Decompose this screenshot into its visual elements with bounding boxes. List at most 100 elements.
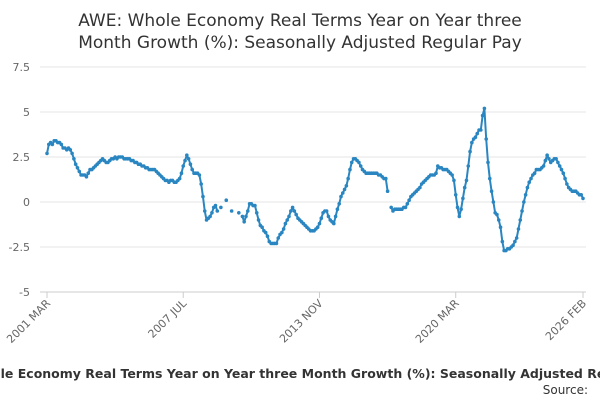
point [532, 171, 537, 175]
point [357, 160, 361, 165]
point [202, 209, 207, 213]
point [181, 164, 186, 168]
point [565, 182, 569, 186]
point [70, 151, 74, 156]
point [326, 214, 331, 219]
point [543, 158, 548, 163]
point [73, 162, 78, 166]
point [219, 205, 223, 210]
point [529, 176, 533, 181]
point [461, 196, 465, 201]
point [254, 211, 259, 215]
point [545, 153, 549, 157]
point [344, 184, 349, 188]
point [470, 140, 474, 145]
point [557, 164, 562, 168]
point [349, 160, 354, 165]
point [418, 185, 422, 190]
point [229, 209, 234, 213]
point [348, 167, 352, 172]
point [482, 106, 487, 111]
point [541, 164, 546, 168]
point [324, 209, 329, 213]
point [547, 157, 551, 161]
y-tick-label: 0 [23, 196, 30, 209]
x-tick-label: 2007 JUL [146, 296, 190, 340]
point [579, 193, 584, 197]
point [513, 239, 517, 244]
point [68, 148, 73, 152]
point [459, 207, 463, 211]
point [332, 221, 336, 226]
point [265, 234, 270, 238]
point [276, 236, 281, 240]
point [522, 200, 526, 204]
point [244, 214, 248, 219]
y-tick-label: -2.5 [9, 241, 30, 254]
point [290, 205, 295, 210]
point [177, 176, 182, 181]
point [457, 214, 462, 219]
point [256, 218, 261, 222]
point [462, 185, 467, 190]
point [484, 137, 488, 141]
point [253, 203, 257, 208]
point [224, 198, 229, 202]
point [283, 221, 288, 226]
point [473, 135, 478, 139]
point [523, 193, 528, 197]
point [487, 176, 492, 181]
point [434, 171, 438, 175]
point [50, 142, 55, 147]
point [185, 153, 189, 157]
y-tick-label: 7.5 [13, 61, 31, 74]
point [315, 225, 320, 229]
point [280, 230, 284, 235]
point [75, 166, 80, 170]
point [559, 167, 564, 172]
point [45, 151, 49, 156]
point [407, 198, 411, 202]
point [342, 187, 347, 192]
point [237, 211, 241, 215]
chart-title: Month Growth (%): Seasonally Adjusted Re… [78, 33, 522, 53]
point [201, 194, 205, 199]
point [405, 202, 410, 206]
chart-title: AWE: Whole Economy Real Terms Year on Ye… [78, 11, 522, 31]
point [84, 175, 89, 179]
point [292, 209, 297, 213]
point [561, 171, 566, 175]
point [242, 220, 246, 224]
point [333, 214, 338, 219]
point [453, 193, 458, 197]
point [581, 196, 585, 201]
point [489, 189, 494, 193]
point [385, 189, 390, 193]
point [208, 214, 212, 219]
point [455, 205, 460, 210]
point [358, 164, 363, 168]
point [556, 160, 560, 165]
point [285, 218, 290, 222]
point [452, 178, 456, 183]
point [294, 212, 298, 217]
point [389, 205, 393, 210]
point [520, 209, 524, 213]
point [464, 178, 469, 183]
point [496, 218, 501, 222]
point [340, 191, 345, 195]
point [335, 207, 340, 211]
point [486, 160, 490, 165]
point [287, 214, 291, 219]
y-tick-label: 5 [23, 106, 30, 119]
x-tick-label: 2013 NOV [277, 297, 326, 346]
point [215, 209, 220, 213]
point [317, 221, 322, 226]
point [479, 128, 483, 132]
point [263, 230, 268, 235]
point [480, 113, 485, 118]
point [179, 171, 184, 175]
point [183, 158, 187, 163]
point [240, 214, 245, 219]
